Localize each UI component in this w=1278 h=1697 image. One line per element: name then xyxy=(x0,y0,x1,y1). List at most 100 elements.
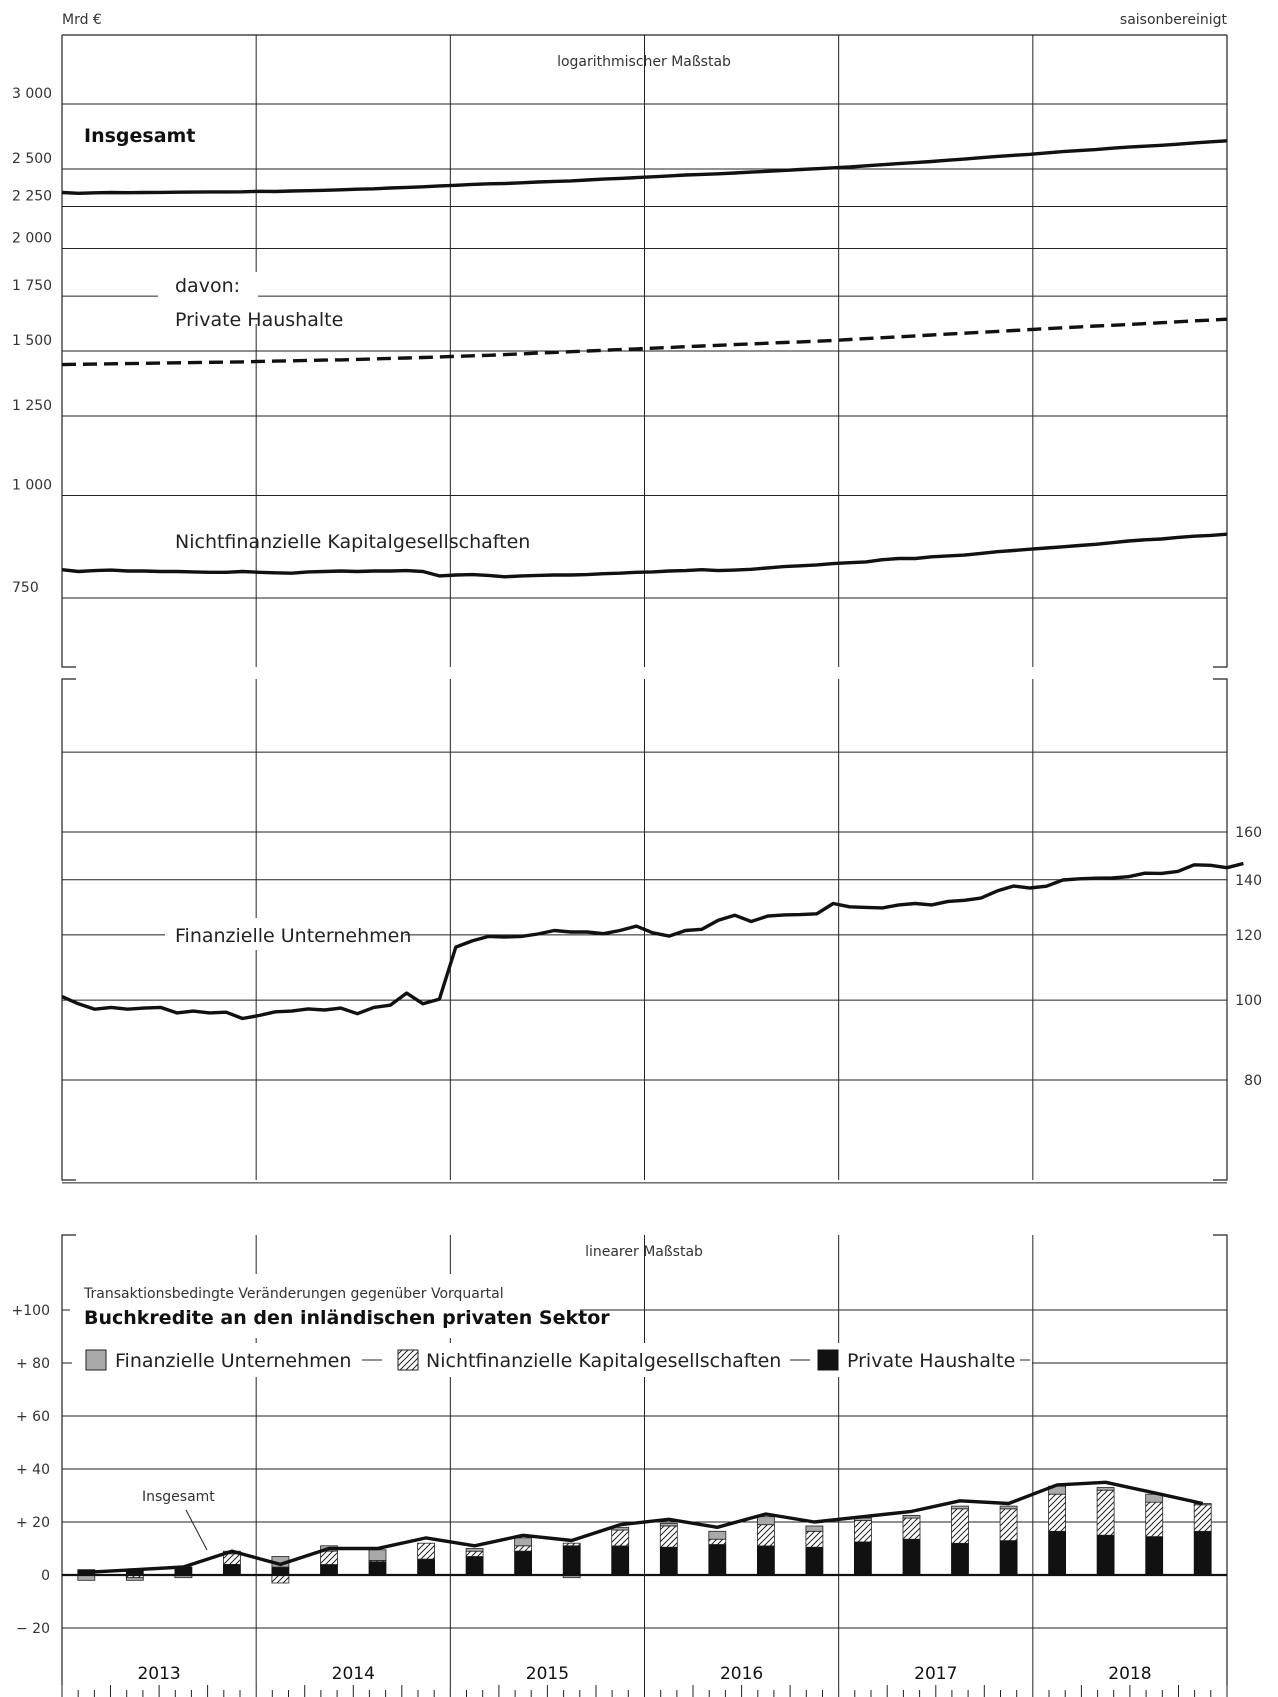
bar-finanzielle xyxy=(708,1530,727,1540)
bar-title: Buchkredite an den inländischen privaten… xyxy=(84,1307,610,1329)
bar-finanzielle xyxy=(999,1505,1018,1510)
linear-scale-label: linearer Maßstab xyxy=(585,1244,703,1260)
y-tick-label: + 80 xyxy=(16,1356,50,1372)
y-tick-label: 80 xyxy=(1244,1073,1262,1089)
nichtfinanzielle-label: Nichtfinanzielle Kapitalgesellschaften xyxy=(175,531,530,553)
bar-private-haushalte xyxy=(222,1564,241,1576)
frame-line xyxy=(61,678,76,1181)
bar-private-haushalte xyxy=(562,1545,581,1576)
bar-nichtfinanzielle xyxy=(222,1553,241,1565)
finanzielle-label: Finanzielle Unternehmen xyxy=(175,925,411,947)
y-tick-label: + 40 xyxy=(16,1462,50,1478)
bar-finanzielle xyxy=(659,1522,678,1527)
series-private-haushalte xyxy=(61,317,1228,367)
bar-finanzielle xyxy=(465,1548,484,1552)
bar-finanzielle xyxy=(1096,1487,1115,1491)
bar-finanzielle xyxy=(514,1537,532,1547)
legend-swatch-ph xyxy=(817,1349,839,1371)
insgesamt-small-label: Insgesamt xyxy=(142,1489,215,1505)
series-insgesamt xyxy=(61,139,1228,195)
bar-finanzielle xyxy=(902,1515,921,1519)
finanzielle-label-bg xyxy=(165,918,405,950)
bar-nichtfinanzielle xyxy=(659,1525,678,1548)
frame-line xyxy=(1213,35,1228,668)
y-tick-label: 2 000 xyxy=(12,230,52,246)
frame-line xyxy=(1213,1234,1228,1685)
bar-finanzielle xyxy=(368,1549,387,1561)
bar-private-haushalte xyxy=(465,1556,484,1576)
bar-private-haushalte xyxy=(951,1542,969,1576)
year-label: 2018 xyxy=(1108,1664,1151,1684)
private-haushalte-label: Private Haushalte xyxy=(175,309,343,331)
line-series xyxy=(61,139,1244,1021)
legend-ph: Private Haushalte xyxy=(847,1350,1015,1372)
year-label: 2013 xyxy=(137,1664,180,1684)
bar-nichtfinanzielle xyxy=(902,1517,921,1540)
y-tick-label: − 20 xyxy=(16,1621,50,1637)
bar-nichtfinanzielle xyxy=(320,1550,338,1565)
bar-finanzielle xyxy=(951,1505,969,1510)
insgesamt-pointer xyxy=(185,1509,208,1551)
y-tick-label: 160 xyxy=(1235,825,1262,841)
log-scale-label: logarithmischer Maßstab xyxy=(557,54,731,70)
bar-private-haushalte xyxy=(271,1566,290,1576)
y-tick-label: 1 750 xyxy=(12,278,52,294)
bar-nichtfinanzielle xyxy=(854,1520,872,1543)
bar-private-haushalte xyxy=(902,1538,921,1576)
frame-line xyxy=(61,35,76,668)
bar-title-bg xyxy=(70,1274,580,1338)
bar-private-haushalte xyxy=(1193,1530,1212,1576)
frame-line xyxy=(61,1234,76,1685)
year-labels: 2013 2014 2015 2016 2017 2018 xyxy=(137,1664,1151,1684)
bar-private-haushalte xyxy=(611,1545,630,1576)
y-axis-ticks: 3 000 2 500 2 250 2 000 1 750 1 500 1 250 1 000… xyxy=(12,86,1262,1637)
insgesamt-label: Insgesamt xyxy=(84,125,195,147)
davon-label-bg xyxy=(158,272,258,324)
bar-finanzielle xyxy=(805,1525,824,1532)
bar-finanzielle xyxy=(125,1577,144,1581)
y-tick-label: 0 xyxy=(41,1568,50,1584)
y-tick-label: 1 000 xyxy=(12,477,52,493)
series-insgesamt xyxy=(86,1480,1204,1574)
bar-nichtfinanzielle xyxy=(271,1574,290,1584)
year-label: 2014 xyxy=(332,1664,375,1684)
bar-private-haushalte xyxy=(514,1550,532,1576)
bar-nichtfinanzielle xyxy=(611,1529,630,1547)
davon-label: davon: xyxy=(175,275,240,297)
seasonal-note: saisonbereinigt xyxy=(1120,12,1228,28)
unit-label: Mrd € xyxy=(62,12,102,28)
bar-private-haushalte xyxy=(757,1545,775,1576)
bar-private-haushalte xyxy=(1145,1536,1164,1576)
y-tick-label: 120 xyxy=(1235,928,1262,944)
bar-nichtfinanzielle xyxy=(1193,1504,1212,1532)
y-tick-label: + 60 xyxy=(16,1409,50,1425)
bar-nichtfinanzielle xyxy=(805,1530,824,1548)
y-tick-label: 140 xyxy=(1235,873,1262,889)
bar-private-haushalte xyxy=(1096,1534,1115,1576)
legend-bg xyxy=(72,1343,1032,1377)
bar-private-haushalte xyxy=(999,1540,1018,1576)
bar-private-haushalte xyxy=(417,1558,436,1576)
bar-nichtfinanzielle xyxy=(1048,1493,1066,1532)
y-tick-label: 2 250 xyxy=(12,189,52,205)
year-label: 2017 xyxy=(914,1664,957,1684)
bar-series xyxy=(62,1485,1227,1584)
y-tick-label: 750 xyxy=(12,580,39,596)
year-label: 2016 xyxy=(720,1664,763,1684)
bar-nichtfinanzielle xyxy=(999,1508,1018,1542)
y-tick-label: +100 xyxy=(12,1303,50,1319)
bar-nichtfinanzielle xyxy=(1096,1489,1115,1536)
legend-swatch-fin xyxy=(85,1349,107,1371)
bar-nichtfinanzielle xyxy=(465,1550,484,1557)
y-tick-label: 100 xyxy=(1235,993,1262,1009)
bar-private-haushalte xyxy=(854,1541,872,1576)
bar-private-haushalte xyxy=(659,1546,678,1576)
bar-legend: Finanzielle Unternehmen Nichtfinanzielle… xyxy=(72,1343,1032,1377)
y-tick-label: + 20 xyxy=(16,1515,50,1531)
y-tick-label: 1 250 xyxy=(12,398,52,414)
legend-nfk: Nichtfinanzielle Kapitalgesellschaften xyxy=(426,1350,781,1372)
total-line xyxy=(86,1480,1204,1574)
bar-nichtfinanzielle xyxy=(757,1524,775,1547)
month-ticks xyxy=(61,1685,1228,1697)
